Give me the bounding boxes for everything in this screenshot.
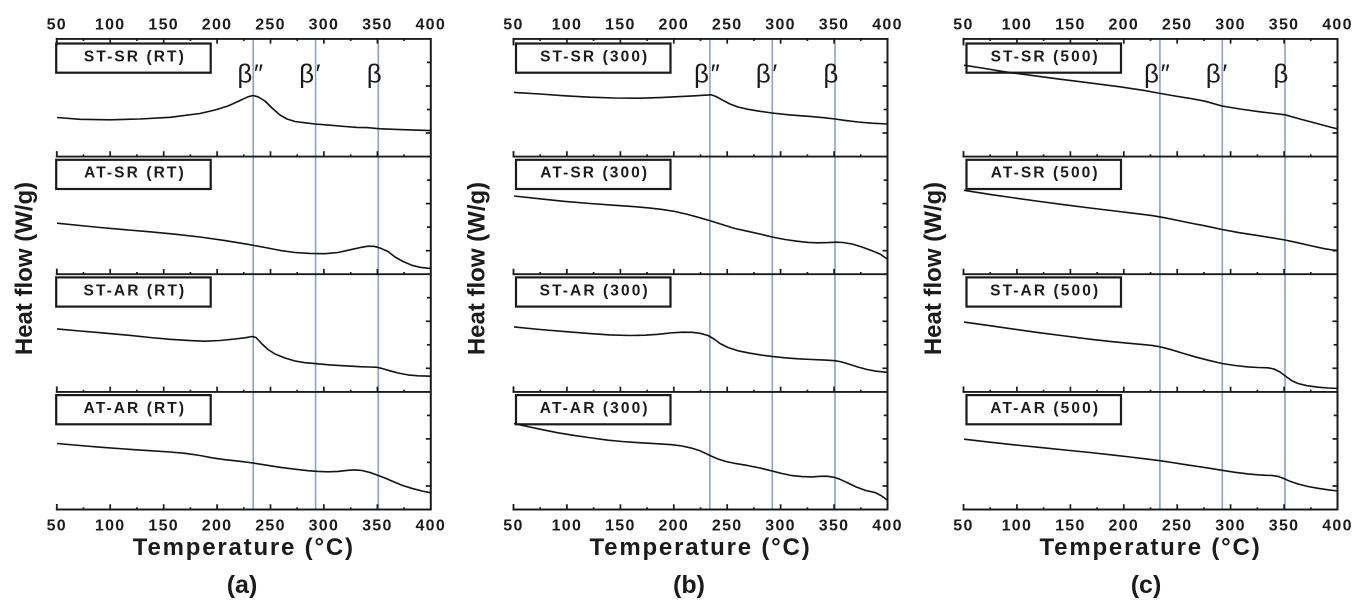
svg-text:AT-SR (300): AT-SR (300)	[540, 165, 649, 182]
svg-text:Heat flow (W/g): Heat flow (W/g)	[920, 182, 947, 355]
svg-text:(a): (a)	[227, 571, 258, 599]
svg-text:100: 100	[1002, 517, 1033, 534]
svg-text:Temperature (°C): Temperature (°C)	[590, 534, 812, 561]
svg-text:400: 400	[1322, 16, 1353, 33]
svg-text:Temperature (°C): Temperature (°C)	[1040, 534, 1262, 561]
svg-text:AT-AR (RT): AT-AR (RT)	[84, 400, 187, 417]
svg-text:200: 200	[658, 517, 689, 534]
svg-text:350: 350	[819, 16, 850, 33]
svg-text:β′: β′	[756, 59, 779, 89]
svg-text:200: 200	[202, 517, 233, 534]
svg-text:β″: β″	[694, 59, 721, 89]
svg-text:β′: β′	[299, 59, 322, 89]
svg-text:β: β	[367, 59, 384, 89]
svg-text:150: 150	[1055, 517, 1086, 534]
svg-text:50: 50	[953, 16, 973, 33]
svg-text:100: 100	[95, 16, 126, 33]
svg-text:200: 200	[202, 16, 233, 33]
svg-text:400: 400	[415, 517, 446, 534]
svg-text:β: β	[1273, 59, 1290, 89]
svg-text:250: 250	[712, 517, 743, 534]
svg-text:400: 400	[415, 16, 446, 33]
svg-text:350: 350	[362, 517, 393, 534]
svg-text:50: 50	[503, 517, 523, 534]
svg-text:ST-SR (500): ST-SR (500)	[991, 48, 1100, 65]
svg-text:50: 50	[953, 517, 973, 534]
svg-text:ST-AR (300): ST-AR (300)	[540, 282, 650, 299]
svg-text:300: 300	[1215, 16, 1246, 33]
svg-text:150: 150	[148, 517, 179, 534]
svg-text:50: 50	[47, 16, 67, 33]
svg-text:100: 100	[1002, 16, 1033, 33]
svg-text:200: 200	[658, 16, 689, 33]
svg-text:AT-AR (300): AT-AR (300)	[540, 400, 650, 417]
svg-text:350: 350	[819, 517, 850, 534]
svg-text:AT-SR (RT): AT-SR (RT)	[84, 165, 186, 182]
svg-text:200: 200	[1108, 517, 1139, 534]
svg-text:50: 50	[503, 16, 523, 33]
svg-text:250: 250	[255, 517, 286, 534]
svg-text:ST-AR (500): ST-AR (500)	[990, 282, 1100, 299]
svg-text:100: 100	[552, 16, 583, 33]
svg-text:β″: β″	[237, 59, 264, 89]
svg-text:Heat flow (W/g): Heat flow (W/g)	[11, 182, 38, 355]
svg-text:300: 300	[1215, 517, 1246, 534]
svg-text:350: 350	[362, 16, 393, 33]
svg-text:AT-SR (500): AT-SR (500)	[991, 165, 1100, 182]
svg-text:ST-SR (RT): ST-SR (RT)	[84, 48, 186, 65]
svg-text:400: 400	[1322, 517, 1353, 534]
svg-text:(b): (b)	[673, 571, 705, 599]
svg-text:350: 350	[1269, 16, 1300, 33]
svg-text:150: 150	[605, 517, 636, 534]
svg-text:ST-AR (RT): ST-AR (RT)	[84, 282, 187, 299]
svg-text:250: 250	[1162, 517, 1193, 534]
svg-text:250: 250	[255, 16, 286, 33]
svg-text:β′: β′	[1206, 59, 1229, 89]
svg-text:150: 150	[148, 16, 179, 33]
svg-text:100: 100	[552, 517, 583, 534]
svg-text:100: 100	[95, 517, 126, 534]
svg-text:400: 400	[872, 16, 903, 33]
svg-text:150: 150	[1055, 16, 1086, 33]
svg-text:150: 150	[605, 16, 636, 33]
svg-text:Temperature (°C): Temperature (°C)	[133, 534, 355, 561]
svg-text:β: β	[823, 59, 840, 89]
svg-text:300: 300	[765, 517, 796, 534]
svg-text:AT-AR (500): AT-AR (500)	[990, 400, 1100, 417]
svg-text:300: 300	[309, 517, 340, 534]
svg-text:Heat flow (W/g): Heat flow (W/g)	[463, 182, 490, 355]
svg-text:350: 350	[1269, 517, 1300, 534]
svg-text:400: 400	[872, 517, 903, 534]
svg-text:ST-SR (300): ST-SR (300)	[540, 48, 649, 65]
svg-text:250: 250	[1162, 16, 1193, 33]
svg-text:50: 50	[47, 517, 67, 534]
svg-text:(c): (c)	[1131, 571, 1162, 599]
svg-text:250: 250	[712, 16, 743, 33]
svg-text:300: 300	[765, 16, 796, 33]
svg-text:300: 300	[309, 16, 340, 33]
svg-text:200: 200	[1108, 16, 1139, 33]
svg-text:β″: β″	[1144, 59, 1171, 89]
